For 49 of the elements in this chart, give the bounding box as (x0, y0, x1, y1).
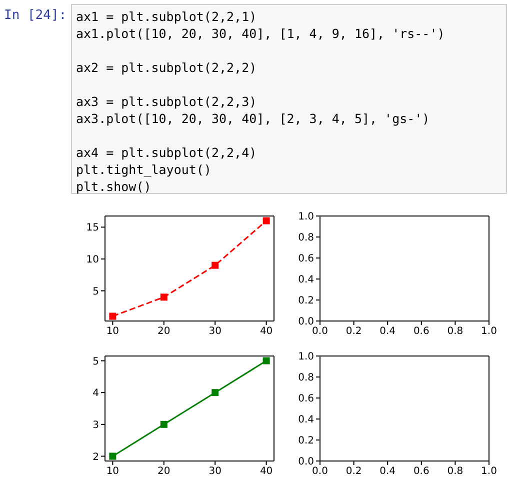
point (212, 389, 219, 396)
text: ax1 = plt.subplot(2,2,1) ax1.plot([10, 20, 30, 40], [1, 4, 9, 16], 'rs--') ax2 = plt.subplot(2,2,2) ax3 = plt.subplot(2,2,3) ax3.plot([10, 20, 30, 40], [2, 3, 4, 5], 'gs-') ax4 = plt.subplot(2,2,4) plt.tight_layout() plt.show() (76, 9, 445, 194)
y-tick-label: 10 (86, 254, 99, 266)
x-tick-label: 0.2 (346, 466, 362, 478)
point (262, 217, 270, 224)
point (160, 420, 168, 428)
y-tick-label: 0.8 (298, 232, 314, 244)
x-tick-label: 1.0 (481, 466, 497, 478)
x-tick-label: 40 (260, 466, 273, 478)
point (212, 262, 219, 269)
x-tick-label: 10 (106, 466, 120, 478)
x-tick-label: 20 (158, 466, 170, 478)
y-tick-label: 0.6 (298, 254, 314, 265)
y-tick-label: 2 (92, 452, 99, 463)
x-tick-label: 30 (208, 326, 222, 338)
x-tick-label: 10 (106, 326, 120, 338)
y-tick-label: 1.0 (298, 212, 314, 223)
point (160, 294, 168, 301)
y-tick-label: 0.4 (298, 414, 314, 426)
y-tick-label: 0.2 (298, 296, 314, 307)
y-tick-label: 5 (92, 286, 99, 298)
y-tick-label: 0.4 (298, 274, 314, 286)
x-tick-label: 0.4 (380, 326, 396, 338)
text: In [24]: (4, 8, 67, 23)
y-tick-label: 0.8 (298, 372, 314, 384)
x-tick-label: 0.8 (447, 466, 464, 478)
x-tick-label: 0.2 (346, 326, 362, 338)
x-tick-label: 0.8 (447, 326, 464, 338)
y-tick-label: 0.0 (298, 316, 314, 328)
x-tick-label: 30 (208, 466, 222, 478)
x-tick-label: 40 (260, 326, 273, 338)
point (109, 312, 116, 320)
y-tick-label: 0.6 (298, 394, 314, 405)
y-tick-label: 0.0 (298, 456, 314, 468)
x-tick-label: 20 (158, 326, 170, 338)
x-tick-label: 0.0 (312, 326, 328, 338)
x-tick-label: 0.4 (380, 466, 396, 478)
x-tick-label: 0.6 (413, 466, 430, 478)
y-tick-label: 15 (86, 222, 99, 234)
y-tick-label: 0.2 (298, 436, 314, 447)
point (262, 357, 270, 364)
y-tick-label: 3 (92, 420, 99, 431)
y-tick-label: 5 (92, 356, 99, 368)
x-tick-label: 0.0 (312, 466, 328, 478)
point (109, 452, 116, 460)
y-tick-label: 1.0 (298, 352, 314, 363)
x-tick-label: 0.6 (413, 326, 430, 338)
y-tick-label: 4 (92, 388, 99, 400)
x-tick-label: 1.0 (481, 326, 497, 338)
